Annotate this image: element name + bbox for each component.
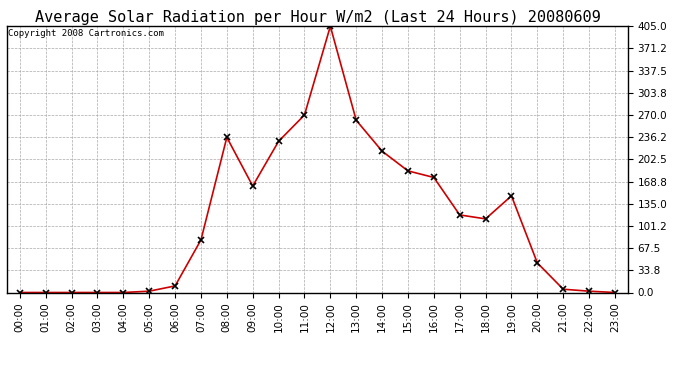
Title: Average Solar Radiation per Hour W/m2 (Last 24 Hours) 20080609: Average Solar Radiation per Hour W/m2 (L… [34, 10, 600, 25]
Text: Copyright 2008 Cartronics.com: Copyright 2008 Cartronics.com [8, 29, 164, 38]
